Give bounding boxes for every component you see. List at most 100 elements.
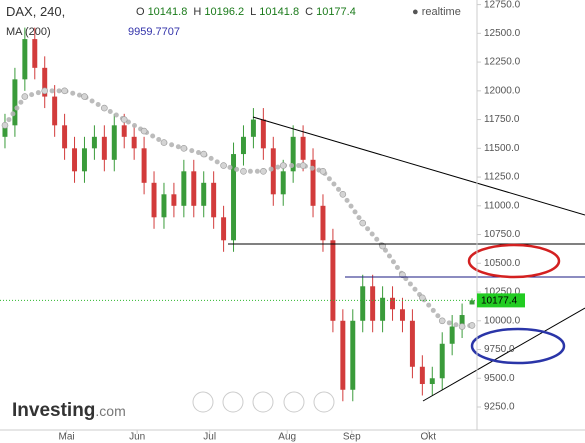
scroll-right-button[interactable]: [313, 391, 335, 413]
status-text: realtime: [421, 6, 461, 18]
candle-body: [300, 136, 306, 160]
candle-body: [280, 171, 286, 195]
candle-body: [330, 240, 336, 321]
label: C: [305, 6, 314, 18]
y-tick-label: 12750.0: [484, 0, 521, 10]
last-price-tag: [477, 293, 525, 308]
candle-body: [390, 297, 396, 310]
ma-point: [399, 271, 406, 279]
candle-body: [22, 39, 28, 80]
ma-point: [61, 87, 68, 95]
candle-body: [250, 119, 256, 137]
ma-point: [240, 168, 247, 175]
x-tick-label: Jul: [203, 432, 216, 443]
trend-line: [422, 307, 585, 402]
candle-body: [32, 39, 38, 68]
ma-point: [41, 87, 49, 95]
x-tick-label: Mai: [59, 432, 75, 443]
x-tick-label: Aug: [278, 432, 296, 443]
candle-body: [380, 297, 386, 321]
logo-brand: Investing: [12, 400, 96, 421]
y-tick-label: 9750.0: [484, 344, 515, 355]
y-tick-label: 10250.0: [484, 287, 521, 298]
header-title: DAX, 240,: [6, 4, 66, 19]
zoom-in-button[interactable]: [283, 391, 305, 413]
candle-body: [81, 148, 87, 172]
reset-button[interactable]: [252, 391, 274, 413]
ma-point: [21, 93, 29, 100]
label: L: [250, 6, 257, 18]
label: O: [136, 6, 145, 18]
candle-body: [161, 194, 167, 218]
ma-point: [120, 116, 128, 123]
y-tick-label: 10750.0: [484, 229, 521, 240]
ma-point: [438, 317, 446, 325]
candle-body: [221, 217, 227, 241]
candle-body: [62, 125, 68, 149]
candle-body: [310, 159, 316, 206]
x-tick-label: Okt: [421, 432, 437, 443]
candle-body: [340, 320, 346, 390]
ma-point: [319, 168, 327, 175]
candle-body: [12, 79, 18, 126]
marks: [0, 27, 477, 402]
ma-point: [220, 162, 227, 169]
candle-body: [419, 366, 425, 385]
ma-point: [1, 122, 9, 129]
candle-body: [350, 320, 356, 390]
annotations: [228, 116, 585, 402]
ma-point: [299, 162, 307, 169]
candle-body: [469, 300, 475, 305]
candle-body: [191, 171, 197, 206]
axes: 9250.0 9500.0 9750.0 10000.0 10250.0 10500.0 1…: [59, 0, 525, 443]
ma-line: [2, 88, 475, 330]
zoom-controls: [192, 391, 335, 413]
ma-point: [379, 242, 386, 250]
scroll-left-button[interactable]: [192, 391, 214, 413]
ma-point: [81, 93, 88, 100]
ma-point: [140, 127, 148, 135]
ma-point: [101, 104, 108, 112]
candle-body: [151, 182, 157, 218]
candle-body: [429, 378, 435, 385]
candle-body: [290, 136, 296, 172]
y-tick-label: 10500.0: [484, 258, 521, 269]
y-tick-label: 11750.0: [484, 114, 520, 125]
candle-body: [211, 182, 217, 218]
candle-body: [101, 136, 107, 160]
x-tick-label: Sep: [343, 432, 361, 443]
status: ● realtime: [412, 6, 461, 18]
y-tick-label: 11000.0: [484, 200, 520, 211]
candle-body: [181, 171, 187, 206]
candle-body: [399, 309, 405, 321]
candle-body: [201, 182, 207, 206]
candle-body: [360, 286, 366, 321]
ma-point: [468, 322, 476, 329]
candle-body: [171, 194, 177, 206]
candle-body: [240, 136, 246, 155]
ma-point: [419, 294, 426, 302]
candle-body: [111, 125, 117, 160]
candle-body: [91, 136, 97, 149]
y-tick-label: 12000.0: [484, 85, 521, 96]
value: 10196.2: [204, 6, 245, 18]
zoom-out-button[interactable]: [222, 391, 244, 413]
y-tick-label: 11500.0: [484, 143, 520, 154]
candle-body: [121, 125, 127, 137]
value: 10141.8: [259, 6, 300, 18]
y-tick-label: 12250.0: [484, 57, 521, 68]
ma-point: [180, 145, 188, 152]
y-tick-label: 9250.0: [484, 402, 515, 413]
y-tick-label: 12500.0: [484, 28, 521, 39]
y-tick-label: 9500.0: [484, 373, 515, 384]
candle-body: [459, 315, 465, 327]
trend-line: [252, 116, 585, 216]
candle-body: [449, 326, 455, 344]
value: 10177.4: [316, 6, 356, 18]
highlight-ellipse: [470, 327, 566, 365]
candle-body: [52, 96, 58, 126]
y-tick-label: 11250.0: [484, 172, 520, 183]
ma-point: [458, 323, 466, 330]
